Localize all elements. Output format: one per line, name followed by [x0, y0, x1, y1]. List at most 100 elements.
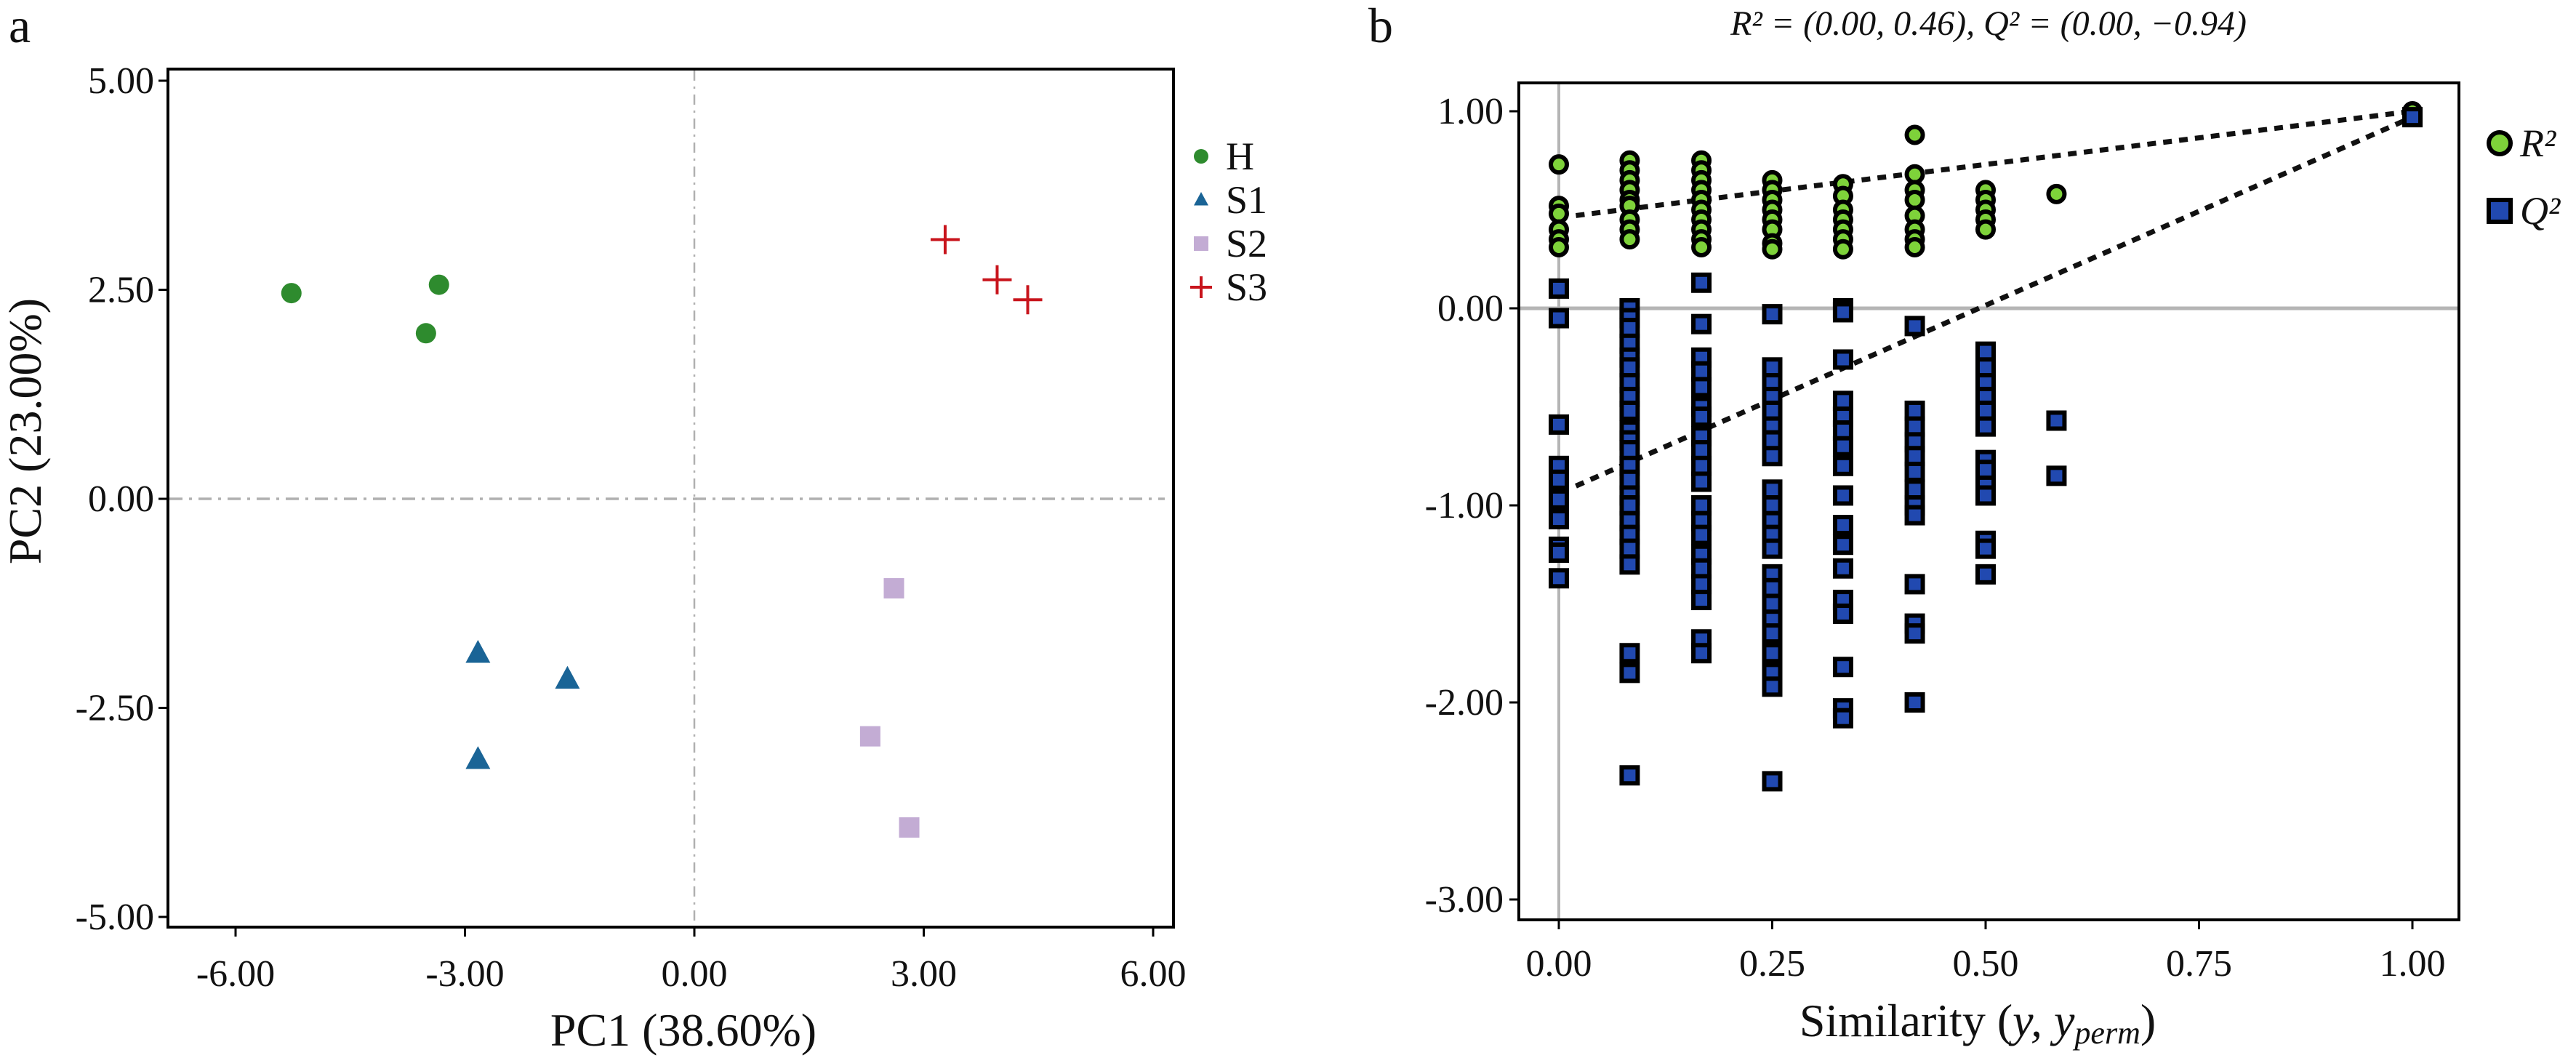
- x-tick-label: 1.00: [2380, 943, 2446, 985]
- point-q2: [1691, 272, 1712, 293]
- x-tick-label: 0.50: [1953, 943, 2019, 985]
- regression-line-q2: [1575, 114, 2414, 489]
- legend-marker-r2: [2487, 130, 2513, 156]
- point-q2: [1549, 542, 1569, 564]
- y-tick-label: -1.00: [1425, 485, 1504, 526]
- x-tick-label: -3.00: [425, 953, 504, 995]
- point-q2: [1691, 524, 1712, 545]
- point-q2: [1762, 623, 1783, 644]
- point-s1: [465, 746, 491, 769]
- point-q2: [1975, 538, 1996, 559]
- point-q2: [1904, 623, 1925, 644]
- y-tick-label: 0.00: [1437, 288, 1504, 329]
- panel-label-b: b: [1368, 0, 1393, 53]
- point-q2: [1762, 771, 1783, 792]
- y-tick-label: -5.00: [76, 897, 154, 938]
- y-tick-label: 0.00: [88, 478, 154, 520]
- point-s1: [465, 640, 491, 663]
- panel-label-a: a: [9, 0, 31, 53]
- point-q2: [1832, 604, 1853, 625]
- point-q2: [1832, 302, 1853, 323]
- y-tick-label: -3.00: [1425, 879, 1504, 921]
- point-s2: [883, 578, 904, 599]
- point-q2: [1832, 485, 1853, 506]
- legend-label-s3: S3: [1226, 265, 1267, 309]
- point-q2: [1904, 505, 1925, 526]
- x-tick-label: -6.00: [196, 953, 275, 995]
- y-tick-label: 5.00: [88, 60, 154, 102]
- point-r2: [1549, 154, 1569, 175]
- x-tick-label: 3.00: [891, 953, 957, 995]
- point-q2: [1549, 469, 1569, 490]
- y-tick-label: 2.50: [88, 270, 154, 311]
- point-q2: [2046, 410, 2067, 431]
- legend-marker-s1: [1194, 192, 1208, 206]
- point-q2: [1904, 316, 1925, 337]
- point-q2: [1619, 554, 1640, 575]
- point-s2: [859, 726, 880, 747]
- point-q2: [1691, 377, 1712, 398]
- point-r2: [1619, 229, 1640, 250]
- point-q2: [1762, 643, 1783, 664]
- point-s3: [1013, 285, 1043, 315]
- point-q2: [1904, 461, 1925, 482]
- point-q2: [1619, 643, 1640, 664]
- point-s3: [982, 265, 1012, 294]
- legend-label-h: H: [1226, 135, 1254, 178]
- legend-marker-h: [1194, 149, 1208, 164]
- point-q2: [1762, 446, 1783, 467]
- point-q2: [1832, 455, 1853, 476]
- point-q2: [1549, 278, 1569, 299]
- point-r2: [1975, 219, 1996, 240]
- point-q2: [1691, 590, 1712, 611]
- plot-frame-b: [1517, 81, 2460, 921]
- point-q2: [1549, 568, 1569, 589]
- point-r2: [1904, 236, 1925, 257]
- point-s2: [899, 817, 920, 838]
- point-q2: [1832, 436, 1853, 457]
- point-q2: [2402, 107, 2423, 128]
- point-q2: [1762, 538, 1783, 559]
- legend-label-q2: Q²: [2520, 189, 2561, 233]
- point-h: [428, 274, 449, 295]
- point-q2: [1549, 508, 1569, 529]
- point-q2: [1832, 349, 1853, 370]
- point-q2: [1549, 414, 1569, 435]
- y-axis-label-a: PC2 (23.00%): [0, 298, 51, 564]
- point-q2: [1975, 485, 1996, 506]
- point-r2: [1904, 124, 1925, 145]
- legend-label-r2: R²: [2519, 121, 2556, 165]
- point-r2: [1691, 236, 1712, 257]
- legend-marker-s2: [1194, 236, 1208, 251]
- point-q2: [1691, 643, 1712, 664]
- point-q2: [1904, 692, 1925, 713]
- y-tick-label: -2.50: [76, 688, 154, 729]
- x-tick-label: 0.00: [1526, 943, 1592, 985]
- point-q2: [1619, 662, 1640, 684]
- legend-b: R² Q²: [2487, 121, 2561, 233]
- point-s3: [930, 225, 960, 255]
- x-tick-label: 0.00: [662, 953, 728, 995]
- point-r2: [2046, 183, 2067, 204]
- panel-a-pca-score-plot: a -6.00 -3.00 0.00 3.00 6.00 5.00 2.50 0.00 -2.5…: [0, 0, 1267, 1056]
- point-q2: [1832, 558, 1853, 579]
- point-q2: [2046, 465, 2067, 486]
- point-s1: [555, 665, 580, 689]
- y-tick-label: -2.00: [1425, 682, 1504, 724]
- point-r2: [1549, 236, 1569, 257]
- point-q2: [1975, 564, 1996, 585]
- x-axis-label-b: Similarity (y, yperm): [1799, 995, 2156, 1051]
- point-q2: [1975, 416, 1996, 437]
- legend-marker-s3: [1190, 276, 1212, 298]
- panel-b-permutation-test: b R² = (0.00, 0.46), Q² = (0.00, −0.94) …: [1368, 0, 2561, 1051]
- x-tick-label: 6.00: [1120, 953, 1187, 995]
- point-r2: [1762, 239, 1783, 260]
- legend-marker-q2: [2487, 198, 2513, 224]
- point-q2: [1549, 489, 1569, 510]
- point-h: [281, 283, 302, 304]
- point-q2: [1832, 708, 1853, 729]
- point-h: [415, 323, 436, 344]
- point-q2: [1691, 471, 1712, 492]
- point-q2: [1762, 304, 1783, 325]
